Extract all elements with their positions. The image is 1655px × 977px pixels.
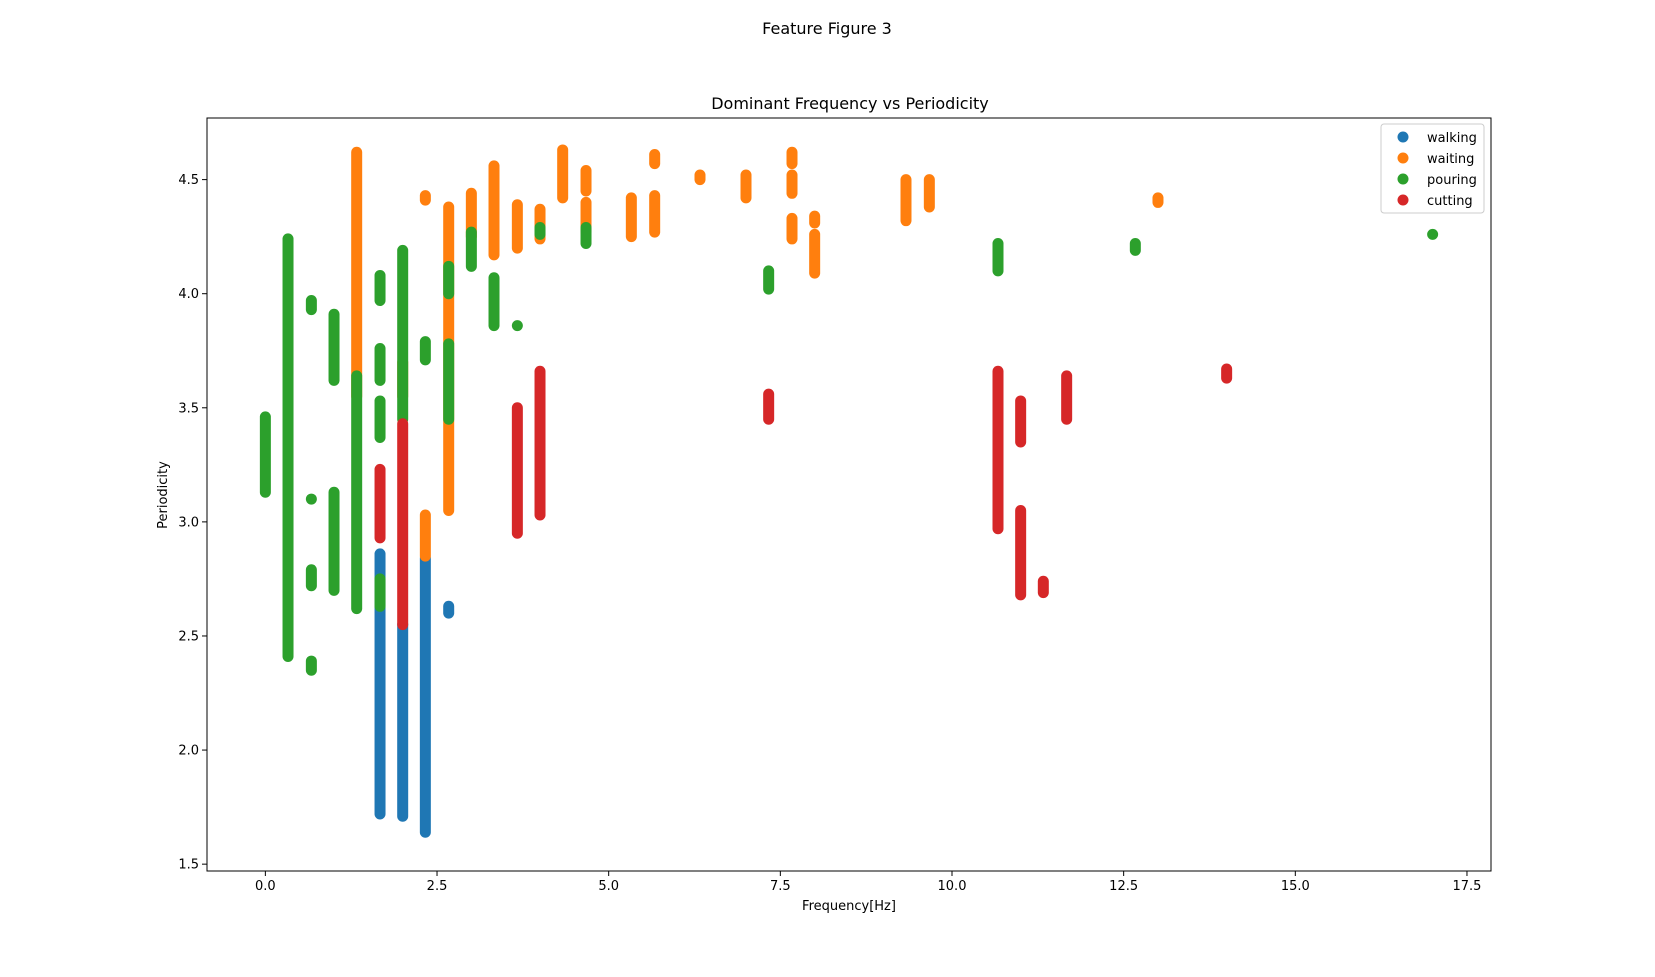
series-waiting [351, 144, 1164, 562]
figure-suptitle: Feature Figure 3 [762, 19, 892, 38]
point-cluster-pouring-8 [351, 370, 363, 615]
point-cluster-pouring-13 [397, 244, 409, 425]
plot-area [259, 144, 1439, 838]
point-cluster-cutting-1 [397, 418, 409, 631]
axes-frame [206, 117, 1492, 872]
x-axis: 0.0 2.5 5.0 7.5 10.0 12.5 15.0 17.5 [255, 871, 1481, 894]
point-cluster-pouring-14 [419, 336, 431, 366]
point-cluster-waiting-23 [923, 174, 935, 213]
legend-label-walking: walking [1427, 131, 1477, 146]
legend-marker-waiting [1397, 152, 1409, 164]
point-cluster-waiting-7 [511, 199, 523, 254]
legend-label-waiting: waiting [1427, 152, 1474, 167]
point-cluster-waiting-2 [419, 509, 431, 562]
point-cluster-pouring-23 [992, 238, 1004, 277]
x-axis-label: Frequency[Hz] [802, 899, 896, 914]
point-cluster-waiting-24 [1152, 192, 1164, 208]
legend-marker-pouring [1397, 173, 1409, 185]
point-cluster-waiting-21 [809, 210, 821, 229]
legend-marker-cutting [1397, 194, 1409, 206]
point-cluster-waiting-10 [580, 164, 592, 197]
point-cluster-waiting-22 [900, 174, 912, 227]
point-cluster-walking-3 [443, 600, 455, 619]
point-cluster-pouring-2 [305, 295, 317, 316]
legend-label-cutting: cutting [1427, 194, 1473, 209]
point-cluster-pouring-19 [511, 320, 523, 332]
point-cluster-walking-0 [374, 548, 386, 820]
y-tick-label: 3.5 [178, 401, 199, 416]
y-tick-label: 1.5 [178, 858, 199, 873]
point-cluster-pouring-17 [465, 226, 477, 272]
point-cluster-pouring-15 [443, 338, 455, 425]
point-cluster-pouring-18 [488, 272, 500, 332]
point-cluster-pouring-1 [282, 233, 294, 663]
y-tick-label: 3.0 [178, 515, 199, 530]
point-cluster-waiting-3 [419, 190, 431, 206]
point-cluster-cutting-9 [1061, 370, 1073, 425]
point-cluster-cutting-3 [534, 365, 546, 521]
y-tick-label: 2.0 [178, 744, 199, 759]
y-axis-label: Periodicity [156, 461, 171, 529]
point-cluster-pouring-20 [534, 222, 546, 240]
x-tick-label: 12.5 [1109, 879, 1138, 894]
series-walking [374, 548, 455, 838]
series-cutting [374, 363, 1233, 631]
point-cluster-cutting-2 [511, 402, 523, 539]
point-cluster-pouring-16 [443, 260, 455, 300]
point-cluster-cutting-7 [1015, 504, 1027, 601]
point-cluster-waiting-18 [786, 146, 798, 170]
point-cluster-waiting-0 [351, 146, 363, 402]
point-cluster-pouring-25 [1427, 228, 1439, 240]
point-cluster-pouring-0 [259, 411, 271, 498]
x-tick-label: 0.0 [255, 879, 276, 894]
point-cluster-cutting-6 [1015, 395, 1027, 448]
point-cluster-waiting-12 [625, 192, 637, 243]
point-cluster-pouring-11 [374, 395, 386, 443]
point-cluster-cutting-10 [1221, 363, 1233, 384]
point-cluster-pouring-21 [580, 222, 592, 249]
point-cluster-walking-2 [419, 552, 431, 838]
y-axis: 1.5 2.0 2.5 3.0 3.5 4.0 4.5 [178, 173, 207, 873]
chart-title: Dominant Frequency vs Periodicity [711, 94, 989, 113]
x-tick-label: 2.5 [427, 879, 448, 894]
point-cluster-cutting-8 [1037, 575, 1049, 599]
point-cluster-pouring-7 [328, 486, 340, 596]
legend-label-pouring: pouring [1427, 173, 1477, 188]
y-tick-label: 4.5 [178, 173, 199, 188]
legend-box [1380, 123, 1485, 214]
point-cluster-pouring-3 [305, 493, 317, 505]
x-tick-label: 17.5 [1452, 879, 1481, 894]
point-cluster-pouring-4 [305, 564, 317, 592]
point-cluster-waiting-19 [786, 212, 798, 245]
point-cluster-pouring-6 [328, 308, 340, 386]
point-cluster-waiting-9 [557, 144, 569, 204]
point-cluster-pouring-12 [374, 573, 386, 612]
point-cluster-pouring-10 [374, 342, 386, 386]
point-cluster-waiting-6 [488, 160, 500, 261]
point-cluster-pouring-5 [305, 655, 317, 676]
legend-marker-walking [1397, 131, 1409, 143]
point-cluster-cutting-4 [763, 388, 775, 425]
point-cluster-waiting-15 [694, 169, 706, 186]
x-tick-label: 7.5 [770, 879, 791, 894]
point-cluster-walking-1 [397, 619, 409, 822]
point-cluster-cutting-5 [992, 365, 1004, 535]
legend: walking waiting pouring cutting [1380, 123, 1485, 214]
series-pouring [259, 222, 1439, 676]
point-cluster-cutting-0 [374, 463, 386, 544]
point-cluster-pouring-22 [763, 265, 775, 295]
x-tick-label: 10.0 [938, 879, 967, 894]
x-tick-label: 5.0 [598, 879, 619, 894]
point-cluster-pouring-9 [374, 269, 386, 307]
point-cluster-waiting-16 [740, 169, 752, 204]
y-tick-label: 2.5 [178, 629, 199, 644]
point-cluster-waiting-14 [649, 149, 661, 170]
point-cluster-waiting-17 [786, 169, 798, 199]
point-cluster-waiting-20 [809, 228, 821, 279]
point-cluster-waiting-13 [649, 190, 661, 238]
x-tick-label: 15.0 [1281, 879, 1310, 894]
point-cluster-pouring-24 [1129, 238, 1141, 256]
y-tick-label: 4.0 [178, 287, 199, 302]
